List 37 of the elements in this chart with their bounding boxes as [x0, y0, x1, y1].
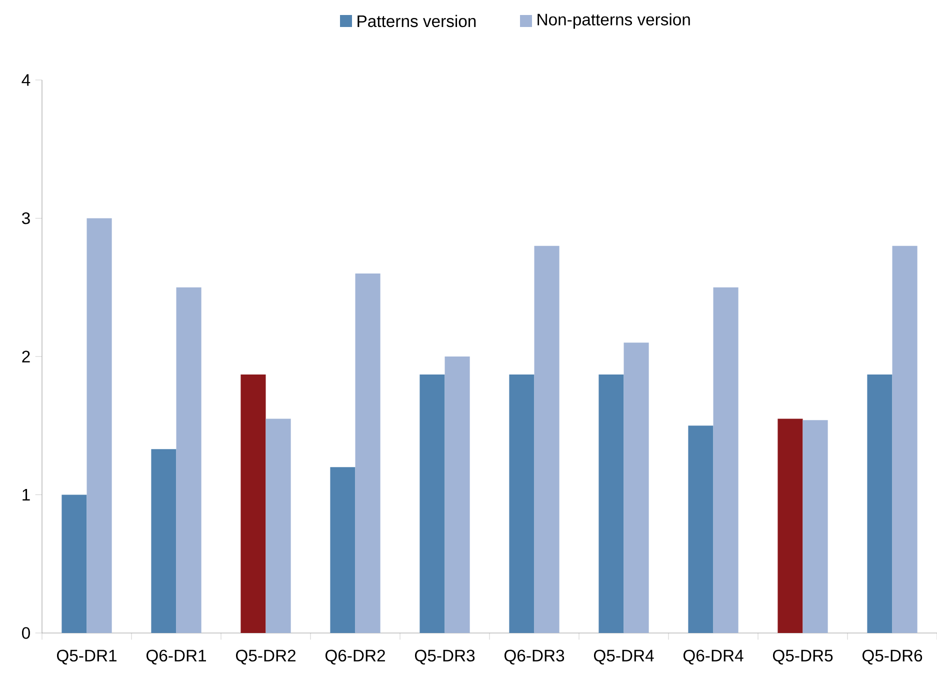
bar — [892, 246, 918, 633]
bar — [176, 287, 202, 633]
bar — [778, 418, 803, 633]
y-tick-label: 3 — [22, 212, 30, 224]
y-tick-label: 2 — [22, 350, 30, 362]
bar — [355, 274, 380, 633]
x-tick-label: Q6-DR2 — [325, 650, 385, 665]
bar — [802, 420, 828, 633]
x-tick-label: Q5-DR5 — [772, 650, 833, 665]
legend-label: Patterns version — [358, 14, 476, 28]
x-tick-label: Q6-DR3 — [504, 650, 564, 665]
bar — [598, 374, 624, 633]
y-tick-label: 4 — [22, 74, 30, 86]
bar — [534, 246, 560, 633]
x-tick-label: Q5-DR4 — [594, 650, 654, 665]
x-tick-label: Q5-DR6 — [862, 650, 922, 665]
bar — [151, 449, 176, 633]
x-tick-label: Q5-DR1 — [56, 650, 116, 665]
y-tick-label: 0 — [22, 627, 30, 639]
bar — [713, 287, 738, 633]
legend-label: Non-patterns version — [538, 13, 690, 29]
bar — [266, 418, 291, 633]
x-tick-label: Q6-DR1 — [146, 650, 206, 665]
x-tick-label: Q6-DR4 — [683, 650, 744, 665]
bar — [624, 342, 649, 633]
bar — [240, 374, 266, 633]
x-tick-label: Q5-DR2 — [236, 650, 296, 665]
bar — [444, 356, 470, 633]
bar — [86, 218, 112, 633]
bar — [867, 374, 892, 633]
x-tick-label: Q5-DR3 — [414, 650, 475, 665]
bar — [330, 467, 356, 633]
bar — [62, 494, 87, 633]
bar — [420, 374, 445, 633]
bar — [509, 374, 534, 633]
bar — [688, 426, 714, 633]
y-tick-label: 1 — [22, 489, 30, 500]
